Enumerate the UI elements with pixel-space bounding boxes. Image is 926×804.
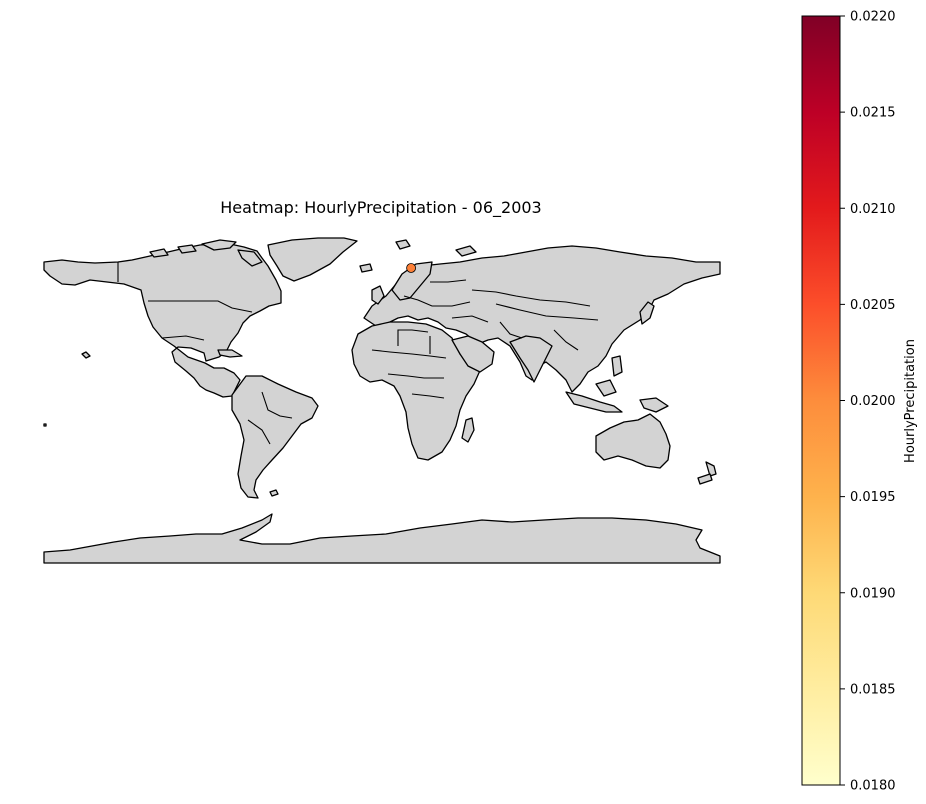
land-philippines: [611, 355, 623, 377]
land-britain: [371, 285, 385, 305]
land-madagascar: [461, 417, 475, 443]
colorbar-tick-label: 0.0205: [850, 298, 896, 313]
land-india: [509, 335, 553, 383]
world-map: [43, 237, 721, 564]
colorbar-tick-label: 0.0195: [850, 490, 896, 505]
data-point: [406, 263, 417, 273]
colorbar-tick-label: 0.0220: [850, 10, 896, 25]
colorbar-gradient: [801, 15, 841, 786]
land-arctic-island-2: [177, 244, 197, 254]
land-north-america: [43, 243, 282, 398]
land-falklands: [269, 489, 279, 497]
colorbar-ticks: 0.0180 0.0185 0.0190 0.0195 0.0200 0.0205 0.02…: [840, 10, 896, 794]
land-new-zealand-south: [697, 473, 713, 485]
colorbar-tick-label: 0.0180: [850, 779, 896, 794]
land-arctic-island-3: [149, 248, 169, 258]
land-novaya-zemlya: [455, 245, 477, 257]
land-baffin: [237, 249, 263, 267]
colorbar-tick-label: 0.0185: [850, 682, 896, 697]
colorbar-label: HourlyPrecipitation: [903, 339, 918, 463]
land-arctic-island-1: [201, 239, 237, 251]
colorbar-tick-label: 0.0190: [850, 586, 896, 601]
land-borneo: [595, 379, 617, 397]
data-points: [406, 263, 417, 273]
land-scandinavia: [391, 261, 433, 301]
map-title: Heatmap: HourlyPrecipitation - 06_2003: [220, 198, 541, 218]
colorbar-tick-label: 0.0200: [850, 394, 896, 409]
colorbar-tick-label: 0.0215: [850, 106, 896, 121]
land-antarctica: [43, 513, 721, 564]
land-new-guinea: [639, 397, 669, 413]
land-new-zealand: [705, 461, 717, 477]
land-pacific-islet: [43, 423, 47, 427]
land-cuba: [217, 349, 243, 358]
land-greenland: [267, 237, 358, 282]
land-svalbard: [395, 239, 411, 250]
land-hawaii: [81, 351, 91, 359]
land-indonesia: [565, 391, 623, 413]
country-borders: [117, 262, 599, 445]
land-arabia: [451, 335, 495, 373]
colorbar-tick-label: 0.0210: [850, 202, 896, 217]
land-africa: [351, 321, 483, 461]
colorbar: 0.0180 0.0185 0.0190 0.0195 0.0200 0.0205 0.02…: [801, 10, 918, 794]
land-iceland: [359, 263, 373, 273]
land-australia: [595, 413, 671, 469]
land-japan: [639, 301, 655, 325]
land-south-america: [231, 375, 319, 499]
land-eurasia: [363, 245, 721, 393]
